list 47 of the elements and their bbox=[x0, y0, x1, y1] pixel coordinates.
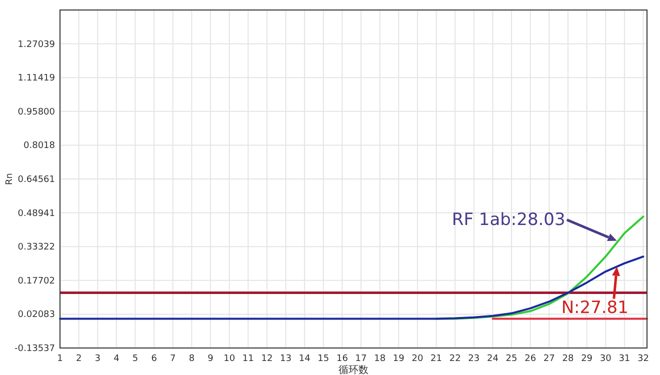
x-tick-label: 29 bbox=[581, 354, 593, 364]
x-tick-label: 19 bbox=[392, 354, 405, 364]
y-tick-label: 1.11419 bbox=[18, 74, 56, 84]
x-tick-label: 7 bbox=[170, 354, 176, 364]
x-tick-label: 27 bbox=[543, 354, 555, 364]
y-tick-label: -0.13537 bbox=[14, 344, 55, 354]
y-tick-label: 0.17702 bbox=[18, 276, 55, 286]
x-tick-label: 26 bbox=[524, 354, 536, 364]
x-tick-label: 3 bbox=[94, 354, 100, 364]
x-tick-label: 24 bbox=[487, 354, 499, 364]
y-axis-title: Rn bbox=[5, 173, 15, 185]
x-tick-label: 30 bbox=[600, 354, 612, 364]
y-tick-label: 0.95800 bbox=[18, 107, 56, 118]
x-tick-label: 28 bbox=[562, 354, 574, 364]
x-tick-label: 25 bbox=[506, 354, 518, 364]
x-tick-label: 10 bbox=[224, 354, 236, 364]
x-tick-label: 17 bbox=[355, 354, 367, 364]
x-tick-label: 4 bbox=[114, 354, 120, 364]
x-tick-label: 14 bbox=[298, 354, 311, 364]
x-tick-label: 31 bbox=[618, 354, 630, 364]
annotation: RF 1ab:28.03 bbox=[452, 210, 566, 230]
y-tick-label: 0.33322 bbox=[18, 242, 55, 253]
annotation: N:27.81 bbox=[561, 298, 628, 318]
y-tick-label: 0.8018 bbox=[24, 141, 56, 152]
y-tick-label: 1.27039 bbox=[18, 40, 56, 50]
x-tick-label: 32 bbox=[638, 354, 649, 364]
x-tick-label: 20 bbox=[412, 354, 424, 364]
x-tick-label: 18 bbox=[374, 354, 386, 364]
x-tick-label: 16 bbox=[336, 354, 348, 364]
x-tick-label: 6 bbox=[151, 354, 158, 364]
x-tick-label: 9 bbox=[208, 354, 214, 364]
x-tick-label: 11 bbox=[242, 354, 254, 364]
y-tick-label: 0.48941 bbox=[18, 208, 55, 219]
y-tick-label: 0.02083 bbox=[18, 310, 55, 320]
x-axis-title: 循环数 bbox=[338, 365, 368, 375]
x-tick-label: 22 bbox=[449, 354, 461, 364]
x-tick-label: 23 bbox=[468, 354, 480, 364]
x-tick-label: 21 bbox=[430, 354, 442, 364]
x-tick-label: 5 bbox=[132, 354, 138, 364]
y-tick-label: 0.64561 bbox=[18, 175, 55, 185]
line-series bbox=[59, 256, 644, 320]
x-tick-label: 8 bbox=[188, 354, 195, 364]
x-tick-label: 2 bbox=[76, 354, 82, 364]
x-tick-label: 1 bbox=[57, 354, 63, 364]
x-tick-label: 15 bbox=[318, 354, 330, 364]
x-tick-label: 12 bbox=[261, 354, 273, 364]
x-tick-label: 13 bbox=[280, 354, 292, 364]
